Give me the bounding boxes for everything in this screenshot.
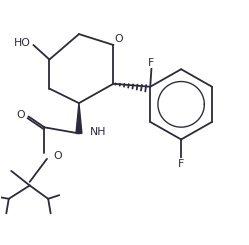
Text: O: O [114,34,123,44]
Polygon shape [76,103,82,133]
Text: F: F [148,58,155,68]
Text: O: O [17,110,25,120]
Text: HO: HO [14,37,31,48]
Text: F: F [178,159,184,169]
Text: NH: NH [90,127,107,137]
Text: O: O [53,151,62,161]
